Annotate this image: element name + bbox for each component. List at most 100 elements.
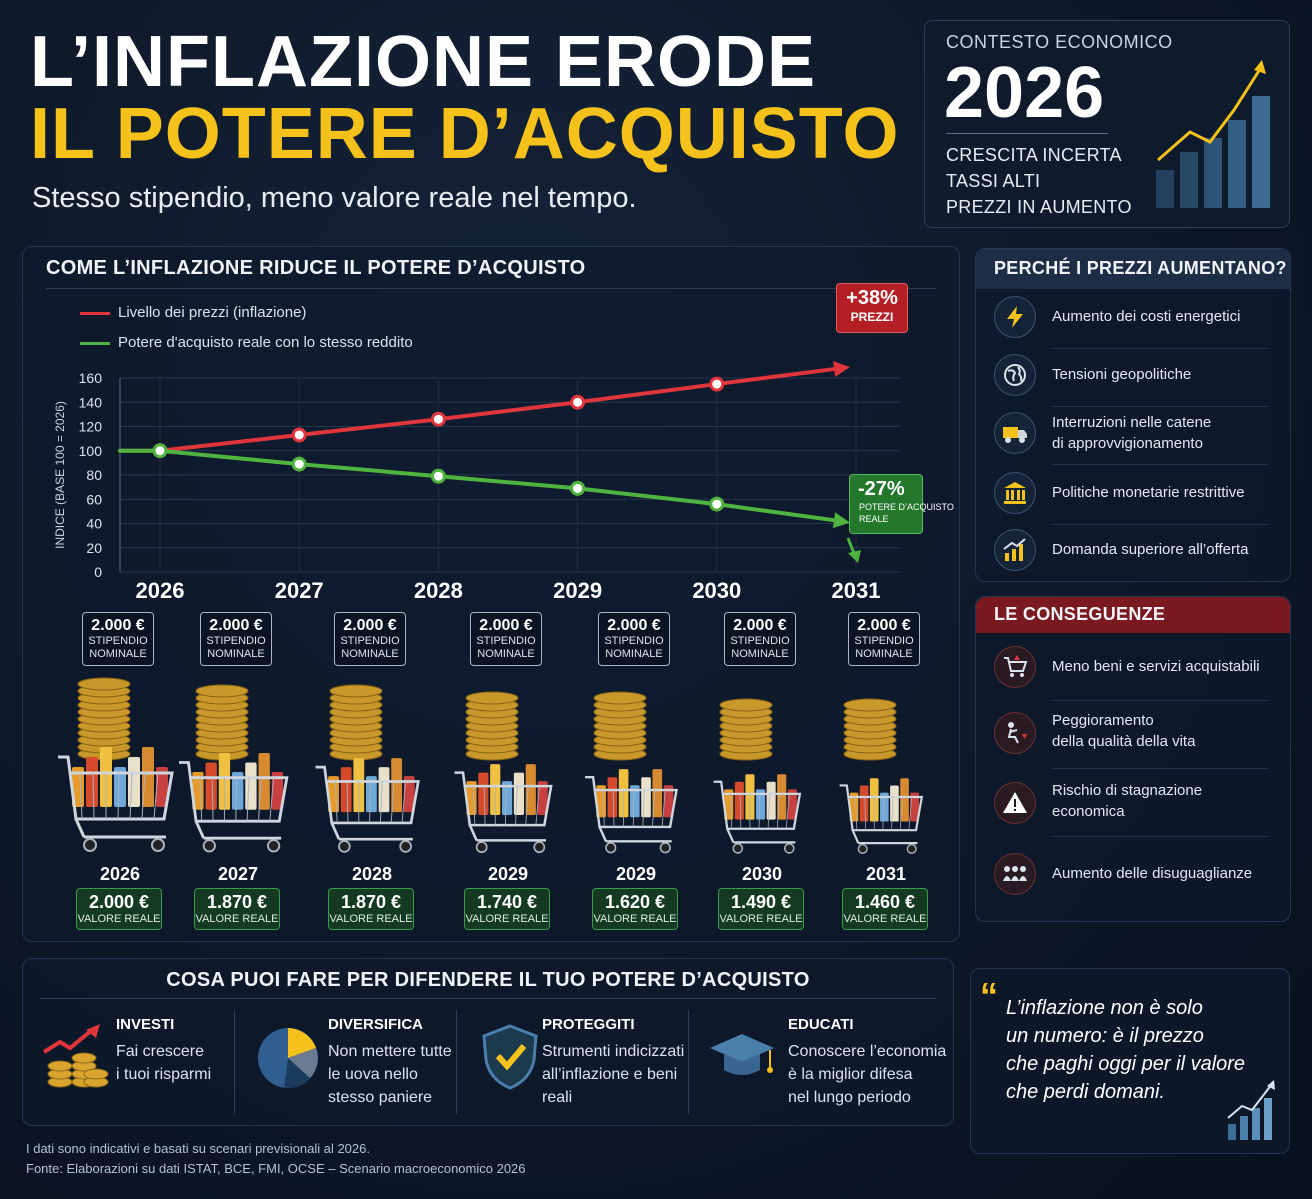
reason-item: Aumento dei costi energetici — [994, 294, 1274, 349]
action-title: DIVERSIFICA — [328, 1016, 424, 1033]
consequence-divider — [1052, 836, 1268, 837]
cart-wheel — [267, 839, 281, 853]
quote-line-1: L’inflazione non è solo — [1006, 997, 1203, 1019]
shopping-cart-icon — [713, 774, 802, 854]
coin — [593, 691, 647, 705]
consequence-text: Meno beni e servizi acquistabili — [1052, 656, 1260, 677]
grocery-item — [114, 767, 126, 807]
consequences-title: LE CONSEGUENZE — [994, 604, 1166, 624]
cart-mesh — [882, 796, 884, 831]
coin — [329, 684, 383, 698]
cart-wheel — [732, 843, 744, 854]
cart-mesh — [758, 793, 761, 829]
subtitle: Stesso stipendio, meno valore reale nel … — [32, 182, 637, 214]
grocery-item — [734, 781, 744, 820]
reasons-header-bar — [976, 249, 1290, 289]
basket-column: 2.000 € STIPENDIO NOMINALE 2026 2.000 € VALOR… — [58, 612, 178, 937]
real-value-amount: 1.740 € — [476, 892, 538, 912]
lightning-icon — [1007, 306, 1023, 328]
real-value-box: 1.620 € VALORE REALE — [592, 888, 678, 930]
cart-mesh — [369, 781, 371, 823]
action-line-1: Conoscere l’economia — [788, 1043, 947, 1060]
cart-mesh — [153, 772, 159, 820]
grocery-item — [607, 777, 618, 818]
cart-mesh — [864, 796, 866, 831]
consequence-line-1: Rischio di stagnazione — [1052, 782, 1203, 799]
grocery-item — [641, 777, 651, 818]
salary-box: 2.000 € STIPENDIO NOMINALE — [334, 612, 406, 666]
cart-mesh — [472, 786, 476, 826]
coins-and-cart-icon — [585, 691, 678, 854]
action-divider — [688, 1010, 689, 1114]
basket-year: 2028 — [351, 864, 393, 884]
y-tick-label: 0 — [94, 564, 102, 580]
data-point-power-2026 — [152, 443, 168, 459]
person-down-icon — [1007, 722, 1027, 744]
growth-bars-icon — [1156, 60, 1270, 208]
cart-mesh — [642, 790, 645, 827]
y-tick-label: 120 — [79, 419, 103, 435]
chart-title-divider — [46, 288, 936, 289]
coin — [465, 691, 519, 705]
cart-mesh — [767, 793, 771, 829]
actions-title-divider — [40, 998, 936, 999]
salary-box: 2.000 € STIPENDIO NOMINALE — [470, 612, 542, 666]
coins-and-cart-icon — [839, 698, 924, 854]
salary-amount: 2.000 € — [607, 617, 661, 634]
real-value-amount: 1.460 € — [854, 892, 916, 912]
data-point-prices-2027 — [291, 427, 307, 443]
salary-label-2: NOMINALE — [207, 648, 265, 660]
real-value-label: VALORE REALE — [465, 913, 549, 925]
legend-swatch-power — [80, 342, 110, 345]
consequence-item: Rischio di stagnazione economica — [994, 780, 1274, 837]
grocery-item — [340, 767, 352, 813]
truck-icon — [1003, 427, 1027, 443]
grocery-item — [128, 757, 140, 807]
consequence-line-1: Meno beni e servizi acquistabili — [1052, 658, 1260, 675]
basket-year: 2030 — [741, 864, 783, 884]
prices-change-value: +38% — [846, 287, 898, 309]
cart-mesh — [899, 796, 903, 831]
y-tick-label: 160 — [79, 370, 103, 386]
shopping-cart-icon — [315, 758, 420, 853]
cart-mesh — [776, 793, 780, 829]
data-point-power-2027 — [291, 456, 307, 472]
salary-label-2: NOMINALE — [605, 648, 663, 660]
x-tick-label: 2031 — [832, 578, 881, 603]
footer-source: Fonte: Elaborazioni su dati ISTAT, BCE, … — [26, 1161, 526, 1176]
context-year: 2026 — [944, 53, 1105, 133]
real-value-box: 2.000 € VALORE REALE — [76, 888, 162, 930]
consequence-divider — [1052, 700, 1268, 701]
footer-note: I dati sono indicativi e basati su scena… — [26, 1141, 370, 1156]
action-divider — [234, 1010, 235, 1114]
salary-box: 2.000 € STIPENDIO NOMINALE — [848, 612, 920, 666]
x-tick-label: 2026 — [136, 578, 185, 603]
cart-leg — [726, 828, 735, 843]
consequence-line-1: Peggioramento — [1052, 712, 1154, 729]
cart-mesh — [504, 786, 507, 826]
cart-icon — [1004, 655, 1028, 677]
consequence-line-1: Aumento delle disuguaglianze — [1052, 865, 1253, 882]
cart-mesh — [258, 777, 262, 822]
reason-divider — [1052, 406, 1268, 407]
salary-label-1: STIPENDIO — [476, 635, 536, 647]
grocery-item — [777, 774, 787, 820]
grocery-item — [859, 785, 869, 822]
action-line-2: i tuoi risparmi — [116, 1066, 212, 1083]
people-icon — [1003, 866, 1027, 881]
reason-item: Interruzioni nelle catene di approvvigion… — [994, 410, 1274, 465]
cart-mesh — [483, 786, 486, 826]
cart-mesh — [661, 789, 666, 827]
basket-column: 2.000 € STIPENDIO NOMINALE 2029 1.740 € VALOR… — [446, 612, 566, 937]
grocery-item — [766, 781, 776, 820]
salary-amount: 2.000 € — [733, 617, 787, 634]
basket-column: 2.000 € STIPENDIO NOMINALE 2028 1.870 € VALOR… — [310, 612, 430, 937]
action-title: PROTEGGITI — [542, 1016, 635, 1033]
action-item: INVESTI Fai crescere i tuoi risparmi — [40, 1010, 260, 1114]
action-line-1: Fai crescere — [116, 1043, 205, 1060]
cart-mesh — [390, 781, 395, 823]
cart-mesh — [535, 786, 540, 826]
cart-mesh — [855, 796, 858, 831]
action-line-1: Strumenti indicizzati — [542, 1043, 685, 1060]
title-line-1: L’INFLAZIONE ERODE — [30, 22, 817, 102]
